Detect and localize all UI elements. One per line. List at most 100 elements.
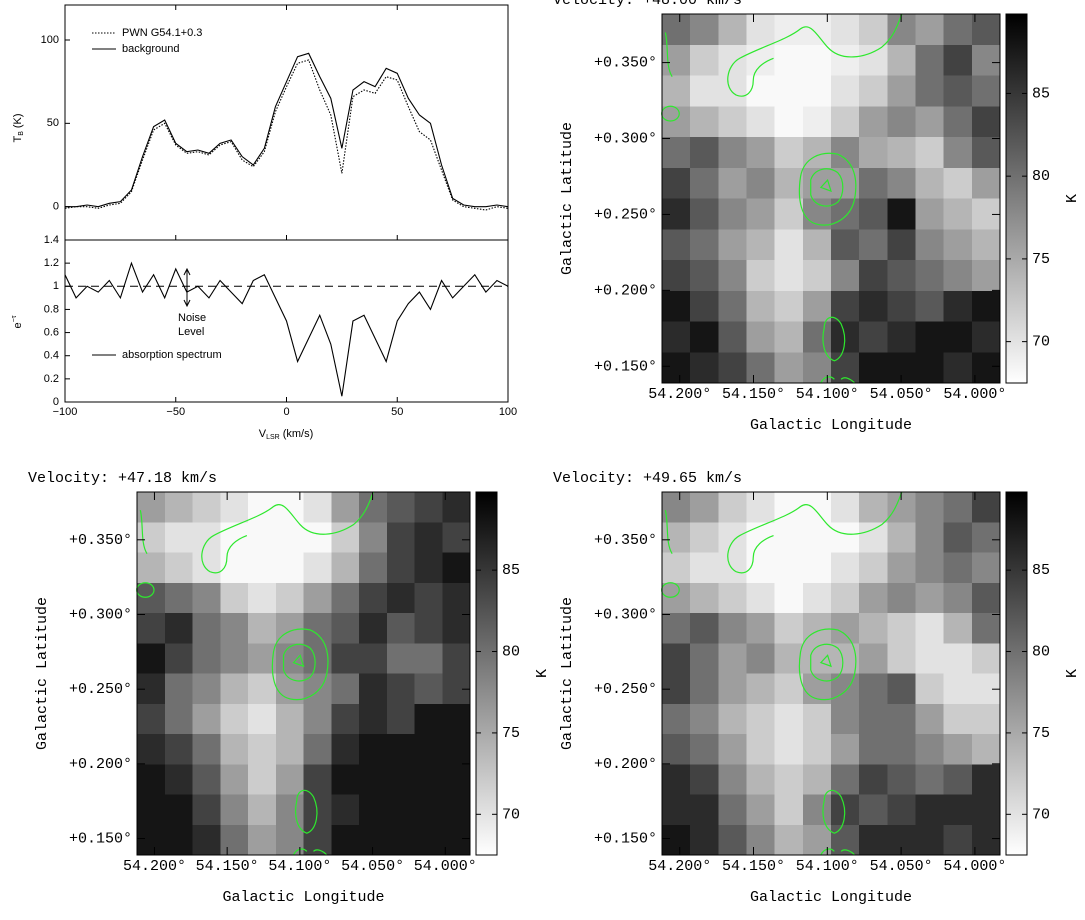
heat-cell: [746, 229, 776, 261]
heat-cell: [887, 352, 917, 384]
y-tick-label: +0.350°: [69, 532, 132, 549]
legend-label: absorption spectrum: [122, 349, 222, 361]
heat-cell: [746, 794, 776, 826]
heat-cell: [137, 522, 166, 554]
heat-cell: [662, 44, 691, 77]
heat-cell: [303, 582, 332, 614]
heat-cell: [303, 492, 332, 523]
heat-cell: [802, 522, 832, 554]
heat-cell: [164, 764, 194, 796]
heat-cell: [690, 229, 719, 261]
colorbar: [475, 491, 498, 856]
heat-cell: [275, 582, 305, 614]
x-tick-label: 0: [283, 406, 289, 418]
heat-cell: [831, 522, 860, 554]
x-tick-label: 54.150°: [722, 386, 785, 403]
heatmap: [137, 492, 471, 856]
heat-cell: [331, 552, 360, 584]
noise-arrow: [183, 267, 191, 308]
heat-cell: [662, 613, 691, 644]
heat-cell: [831, 352, 860, 384]
colorbar-tick-label: 75: [1032, 725, 1050, 742]
heat-cell: [275, 734, 305, 765]
heat-cell: [831, 260, 860, 292]
heat-cell: [887, 613, 917, 644]
heat-cell: [331, 643, 360, 675]
heat-cell: [137, 764, 166, 796]
heat-cell: [718, 522, 748, 554]
heat-cell: [746, 764, 776, 796]
heat-cell: [718, 703, 748, 735]
heat-cell: [774, 582, 804, 614]
heat-cell: [718, 75, 748, 107]
heat-cell: [831, 582, 860, 614]
heat-cell: [887, 794, 917, 826]
heat-cell: [303, 734, 332, 765]
heat-cell: [774, 734, 804, 765]
heat-cell: [943, 734, 973, 765]
y-label-sub: B: [18, 131, 25, 136]
heat-cell: [887, 643, 917, 675]
heat-cell: [386, 673, 416, 705]
heat-cell: [774, 613, 804, 644]
heat-cell: [192, 552, 221, 584]
y-tick-label: 1.4: [44, 234, 59, 246]
heat-cell: [802, 643, 832, 675]
heat-cell: [248, 734, 277, 765]
heat-cell: [248, 643, 277, 675]
heat-cell: [943, 44, 973, 77]
heat-cell: [802, 106, 832, 138]
heat-cell: [718, 44, 748, 77]
heat-cell: [303, 552, 332, 584]
y-tick-label: +0.200°: [594, 282, 657, 299]
y-tick-label: +0.300°: [69, 606, 132, 623]
heat-cell: [690, 106, 719, 138]
heat-cell: [690, 673, 719, 705]
colorbar-tick-label: 80: [502, 643, 520, 660]
y-tick-label: +0.250°: [69, 681, 132, 698]
colorbar-tick-label: 85: [1032, 562, 1050, 579]
heat-cell: [718, 321, 748, 353]
heat-cell: [303, 522, 332, 554]
heat-cell: [386, 764, 416, 796]
y-label-main: e: [12, 322, 24, 328]
heat-cell: [746, 703, 776, 735]
heat-cell: [331, 582, 360, 614]
heat-cell: [774, 167, 804, 200]
heat-cell: [746, 14, 776, 46]
heat-cell: [303, 824, 332, 856]
heat-cell: [718, 613, 748, 644]
heat-cell: [746, 613, 776, 644]
heat-cell: [887, 734, 917, 765]
heat-cell: [802, 167, 832, 200]
heat-cell: [943, 352, 973, 384]
heat-cell: [718, 764, 748, 796]
heat-cell: [331, 492, 360, 523]
heat-cell: [386, 522, 416, 554]
heat-cell: [774, 703, 804, 735]
heat-cell: [859, 734, 888, 765]
x-axis-label: Galactic Longitude: [750, 417, 912, 434]
heat-cell: [943, 673, 973, 705]
heat-cell: [662, 229, 691, 261]
heat-cell: [248, 764, 277, 796]
heat-cell: [718, 673, 748, 705]
x-tick-label: 100: [499, 406, 517, 418]
heat-cell: [859, 613, 888, 644]
heat-cell: [192, 703, 221, 735]
y-tick-label: +0.300°: [594, 606, 657, 623]
heat-cell: [746, 492, 776, 523]
heat-cell: [303, 764, 332, 796]
heat-cell: [275, 613, 305, 644]
heat-cell: [662, 522, 691, 554]
heat-cell: [943, 260, 973, 292]
heat-cell: [802, 703, 832, 735]
heat-cell: [220, 764, 249, 796]
heat-cell: [746, 734, 776, 765]
heat-cell: [943, 703, 973, 735]
x-tick-label: 54.200°: [123, 858, 186, 875]
heat-cell: [662, 582, 691, 614]
heat-cell: [746, 75, 776, 107]
y-tick-label: 0.6: [44, 326, 59, 338]
heat-cell: [915, 552, 945, 584]
